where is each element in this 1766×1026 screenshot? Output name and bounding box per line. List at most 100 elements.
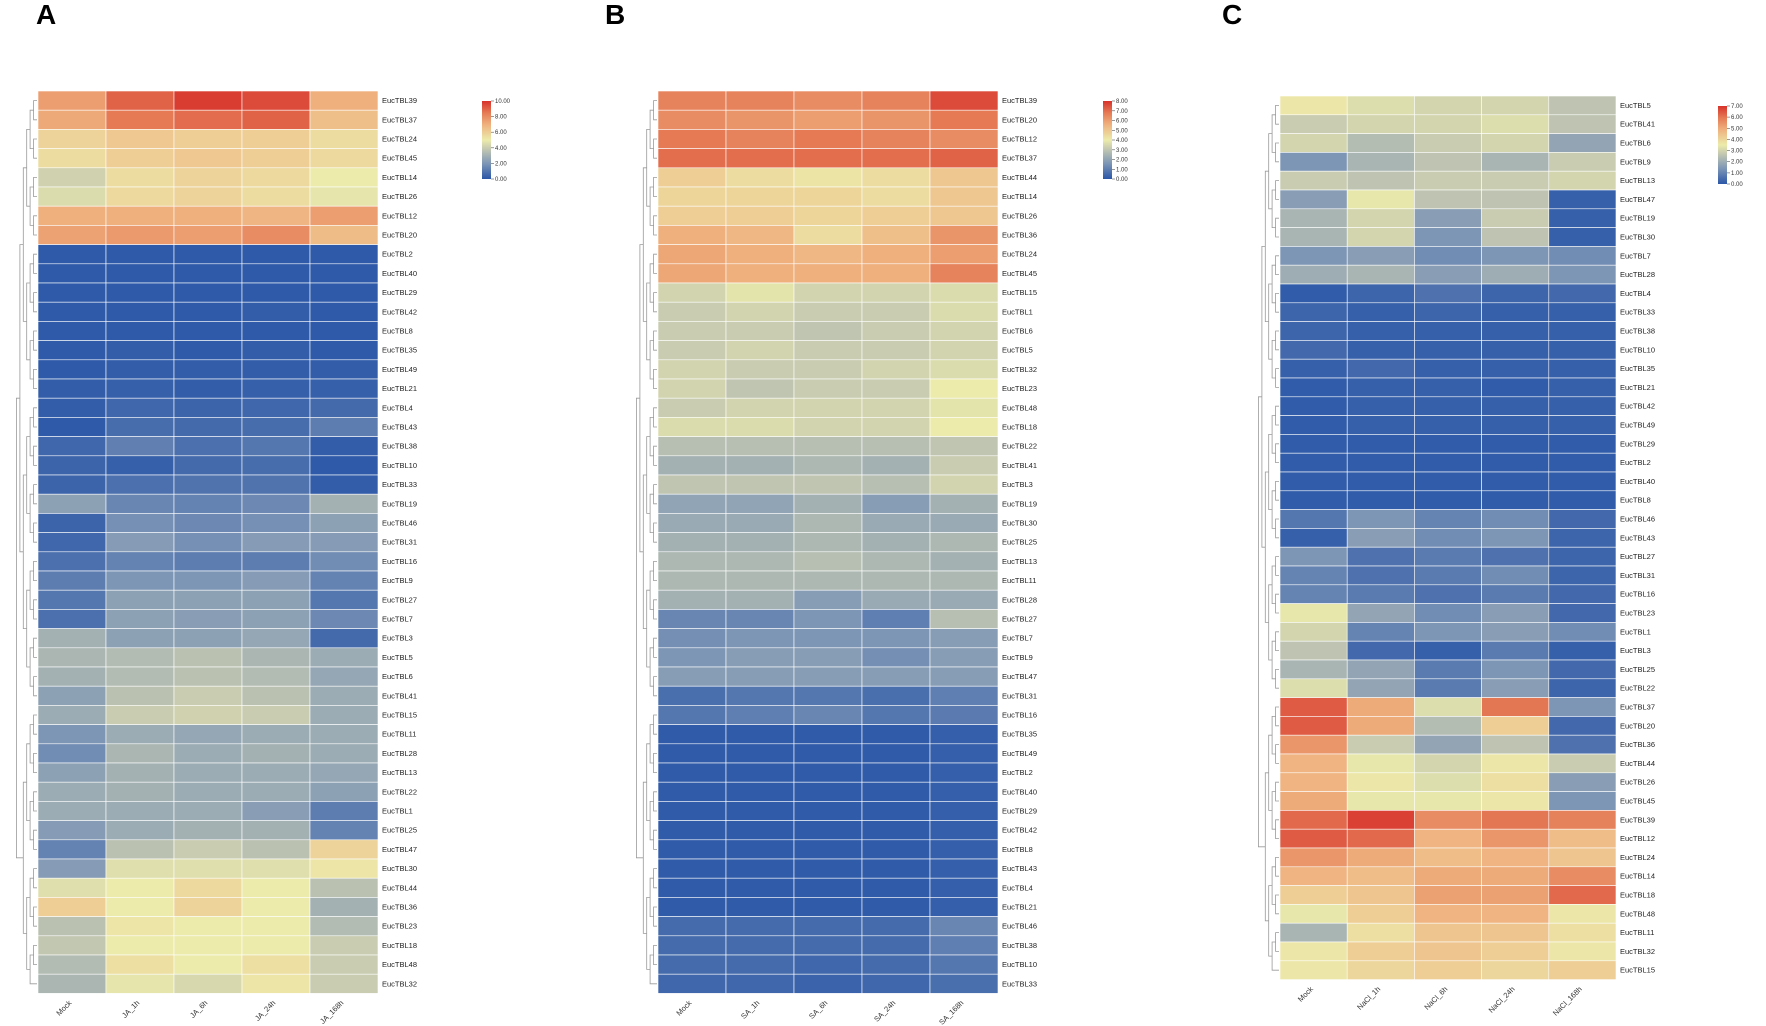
heatmap-cell <box>657 301 727 322</box>
heatmap-cell <box>861 551 931 572</box>
row-label: EucTBL1 <box>1002 307 1033 316</box>
heatmap-cell <box>309 225 379 245</box>
heatmap-cell <box>793 589 863 610</box>
heatmap-cell <box>309 282 379 303</box>
heatmap-cell <box>657 359 727 380</box>
heatmap-cell <box>1548 396 1617 416</box>
heatmap-cell <box>861 359 931 380</box>
heatmap-cell <box>37 858 107 879</box>
dendrogram-branch <box>1275 706 1279 727</box>
row-label: EucTBL45 <box>1620 797 1655 806</box>
heatmap-cell <box>1346 791 1415 811</box>
row-label: EucTBL49 <box>382 365 417 374</box>
heatmap-cell <box>1414 791 1482 811</box>
heatmap-cell <box>1279 509 1348 529</box>
heatmap-cell <box>173 801 243 821</box>
colorbar-tick-label: 8.00 <box>1116 99 1128 105</box>
heatmap-cell <box>657 321 727 341</box>
heatmap-cell <box>173 321 243 341</box>
heatmap-cell <box>1346 640 1415 661</box>
heatmap-cell <box>37 801 107 821</box>
heatmap-cell <box>1414 828 1482 849</box>
heatmap-cell <box>725 263 795 284</box>
heatmap-cell <box>929 378 999 399</box>
row-label: EucTBL44 <box>382 883 417 892</box>
heatmap-cell <box>105 340 175 361</box>
heatmap-cell <box>1414 847 1482 868</box>
heatmap-cell <box>105 244 175 265</box>
heatmap-cell <box>105 628 175 649</box>
heatmap-cell <box>1279 565 1348 586</box>
panel-label-a: A <box>36 0 56 30</box>
row-label: EucTBL20 <box>1002 115 1037 124</box>
dendrogram-branch <box>653 637 657 658</box>
colorbar-tick-label: 7.00 <box>1731 104 1743 110</box>
heatmap-panel-a: EucTBL39EucTBL37EucTBL24EucTBL45EucTBL14… <box>15 90 511 1026</box>
row-label: EucTBL41 <box>1620 120 1655 129</box>
heatmap-cell <box>173 205 243 226</box>
colorbar-tick-label: 3.00 <box>1116 148 1128 154</box>
heatmap-cell <box>105 762 175 783</box>
heatmap-cell <box>309 858 379 879</box>
heatmap-cell <box>105 205 175 226</box>
heatmap-cell <box>37 666 107 687</box>
heatmap-cell <box>1414 640 1482 661</box>
heatmap-cell <box>657 436 727 457</box>
heatmap-cell <box>725 436 795 457</box>
heatmap-cell <box>1414 753 1482 774</box>
heatmap-cell <box>241 225 311 245</box>
dendrogram-branch <box>639 244 644 553</box>
row-label: EucTBL35 <box>1620 364 1655 373</box>
colorbar-tick-label: 1.00 <box>1116 167 1128 173</box>
heatmap-cell <box>1279 95 1348 116</box>
row-label: EucTBL3 <box>1002 480 1033 489</box>
heatmap-cell <box>1279 283 1348 304</box>
row-label: EucTBL35 <box>1002 730 1037 739</box>
heatmap-cell <box>1414 452 1482 473</box>
row-label: EucTBL9 <box>1620 157 1651 166</box>
row-dendrogram <box>636 100 657 985</box>
row-label: EucTBL30 <box>1620 233 1655 242</box>
heatmap-cell <box>1346 434 1415 454</box>
heatmap-cell <box>309 532 379 553</box>
heatmap-cell <box>861 90 931 111</box>
heatmap-cell <box>929 570 999 591</box>
row-label: EucTBL24 <box>1002 250 1037 259</box>
row-label: EucTBL38 <box>1002 941 1037 950</box>
heatmap-cell <box>37 743 107 764</box>
row-label: EucTBL21 <box>1002 903 1037 912</box>
heatmap-cell <box>793 973 863 994</box>
heatmap-cell <box>241 897 311 917</box>
heatmap-cell <box>173 263 243 284</box>
dendrogram-branch <box>1275 293 1279 313</box>
row-label: EucTBL11 <box>382 730 416 739</box>
row-label: EucTBL6 <box>1620 139 1651 148</box>
row-label: EucTBL5 <box>382 653 413 662</box>
heatmap-cell <box>309 589 379 610</box>
row-label: EucTBL22 <box>1002 442 1037 451</box>
row-label: EucTBL44 <box>1620 759 1655 768</box>
heatmap-cell <box>725 570 795 591</box>
heatmap-cell <box>1279 734 1348 755</box>
heatmap-cell <box>861 244 931 265</box>
row-label: EucTBL35 <box>382 346 417 355</box>
row-label: EucTBL32 <box>1002 365 1037 374</box>
heatmap-cell <box>309 436 379 457</box>
heatmap-cell <box>37 148 107 169</box>
heatmap-cell <box>1346 904 1415 924</box>
row-label: EucTBL18 <box>1620 891 1655 900</box>
heatmap-cell <box>725 167 795 188</box>
heatmap-cell <box>1481 246 1550 266</box>
heatmap-cell <box>1346 734 1415 755</box>
heatmap-cell <box>173 647 243 668</box>
dendrogram-branch <box>649 109 654 149</box>
heatmap-cell <box>1279 340 1348 360</box>
heatmap-cell <box>1279 471 1348 492</box>
heatmap-cell <box>241 839 311 860</box>
heatmap-cell <box>793 397 863 418</box>
heatmap-cell <box>309 801 379 821</box>
heatmap-cell <box>173 685 243 706</box>
heatmap-cell <box>725 724 795 745</box>
heatmap-cell <box>37 186 107 207</box>
